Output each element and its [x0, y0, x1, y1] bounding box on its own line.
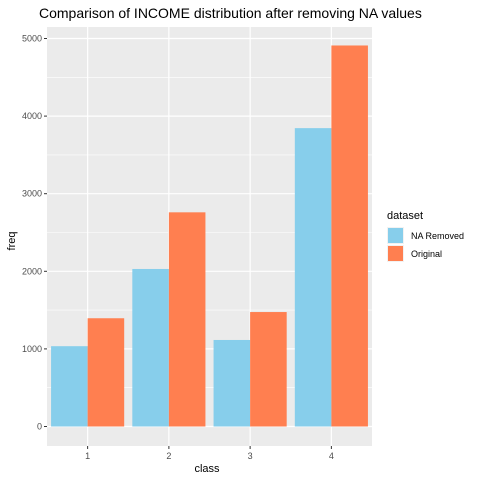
bar-na-removed-class-1 — [51, 346, 88, 427]
bar-original-class-4 — [331, 45, 368, 427]
legend-label: NA Removed — [411, 231, 464, 241]
legend: dataset NA Removed Original — [387, 210, 464, 262]
y-axis-title: freq — [6, 232, 18, 251]
y-tick-label: 4000 — [22, 111, 42, 121]
y-tick-label: 1000 — [22, 344, 42, 354]
y-tick-label: 0 — [37, 422, 42, 432]
x-axis-title: class — [194, 463, 220, 475]
x-axis: 1 2 3 4 — [85, 446, 334, 461]
y-tick-label: 2000 — [22, 266, 42, 276]
bars — [51, 45, 368, 427]
bar-original-class-3 — [250, 312, 287, 427]
chart-title: Comparison of INCOME distribution after … — [39, 5, 422, 21]
legend-items: NA Removed Original — [387, 227, 464, 262]
y-axis: 0 1000 2000 3000 4000 5000 — [22, 34, 47, 432]
y-tick-label: 5000 — [22, 34, 42, 44]
legend-label: Original — [411, 249, 442, 259]
x-tick-label: 3 — [248, 451, 253, 461]
x-tick-label: 2 — [166, 451, 171, 461]
bar-original-class-2 — [168, 212, 206, 427]
bar-na-removed-class-2 — [132, 268, 169, 427]
bar-na-removed-class-4 — [294, 128, 332, 427]
bar-original-class-1 — [87, 318, 125, 427]
bar-na-removed-class-3 — [213, 339, 251, 427]
x-tick-label: 4 — [329, 451, 334, 461]
legend-swatch — [388, 228, 403, 243]
legend-swatch — [388, 246, 403, 261]
x-tick-label: 1 — [85, 451, 90, 461]
legend-title: dataset — [387, 210, 423, 222]
y-tick-label: 3000 — [22, 189, 42, 199]
